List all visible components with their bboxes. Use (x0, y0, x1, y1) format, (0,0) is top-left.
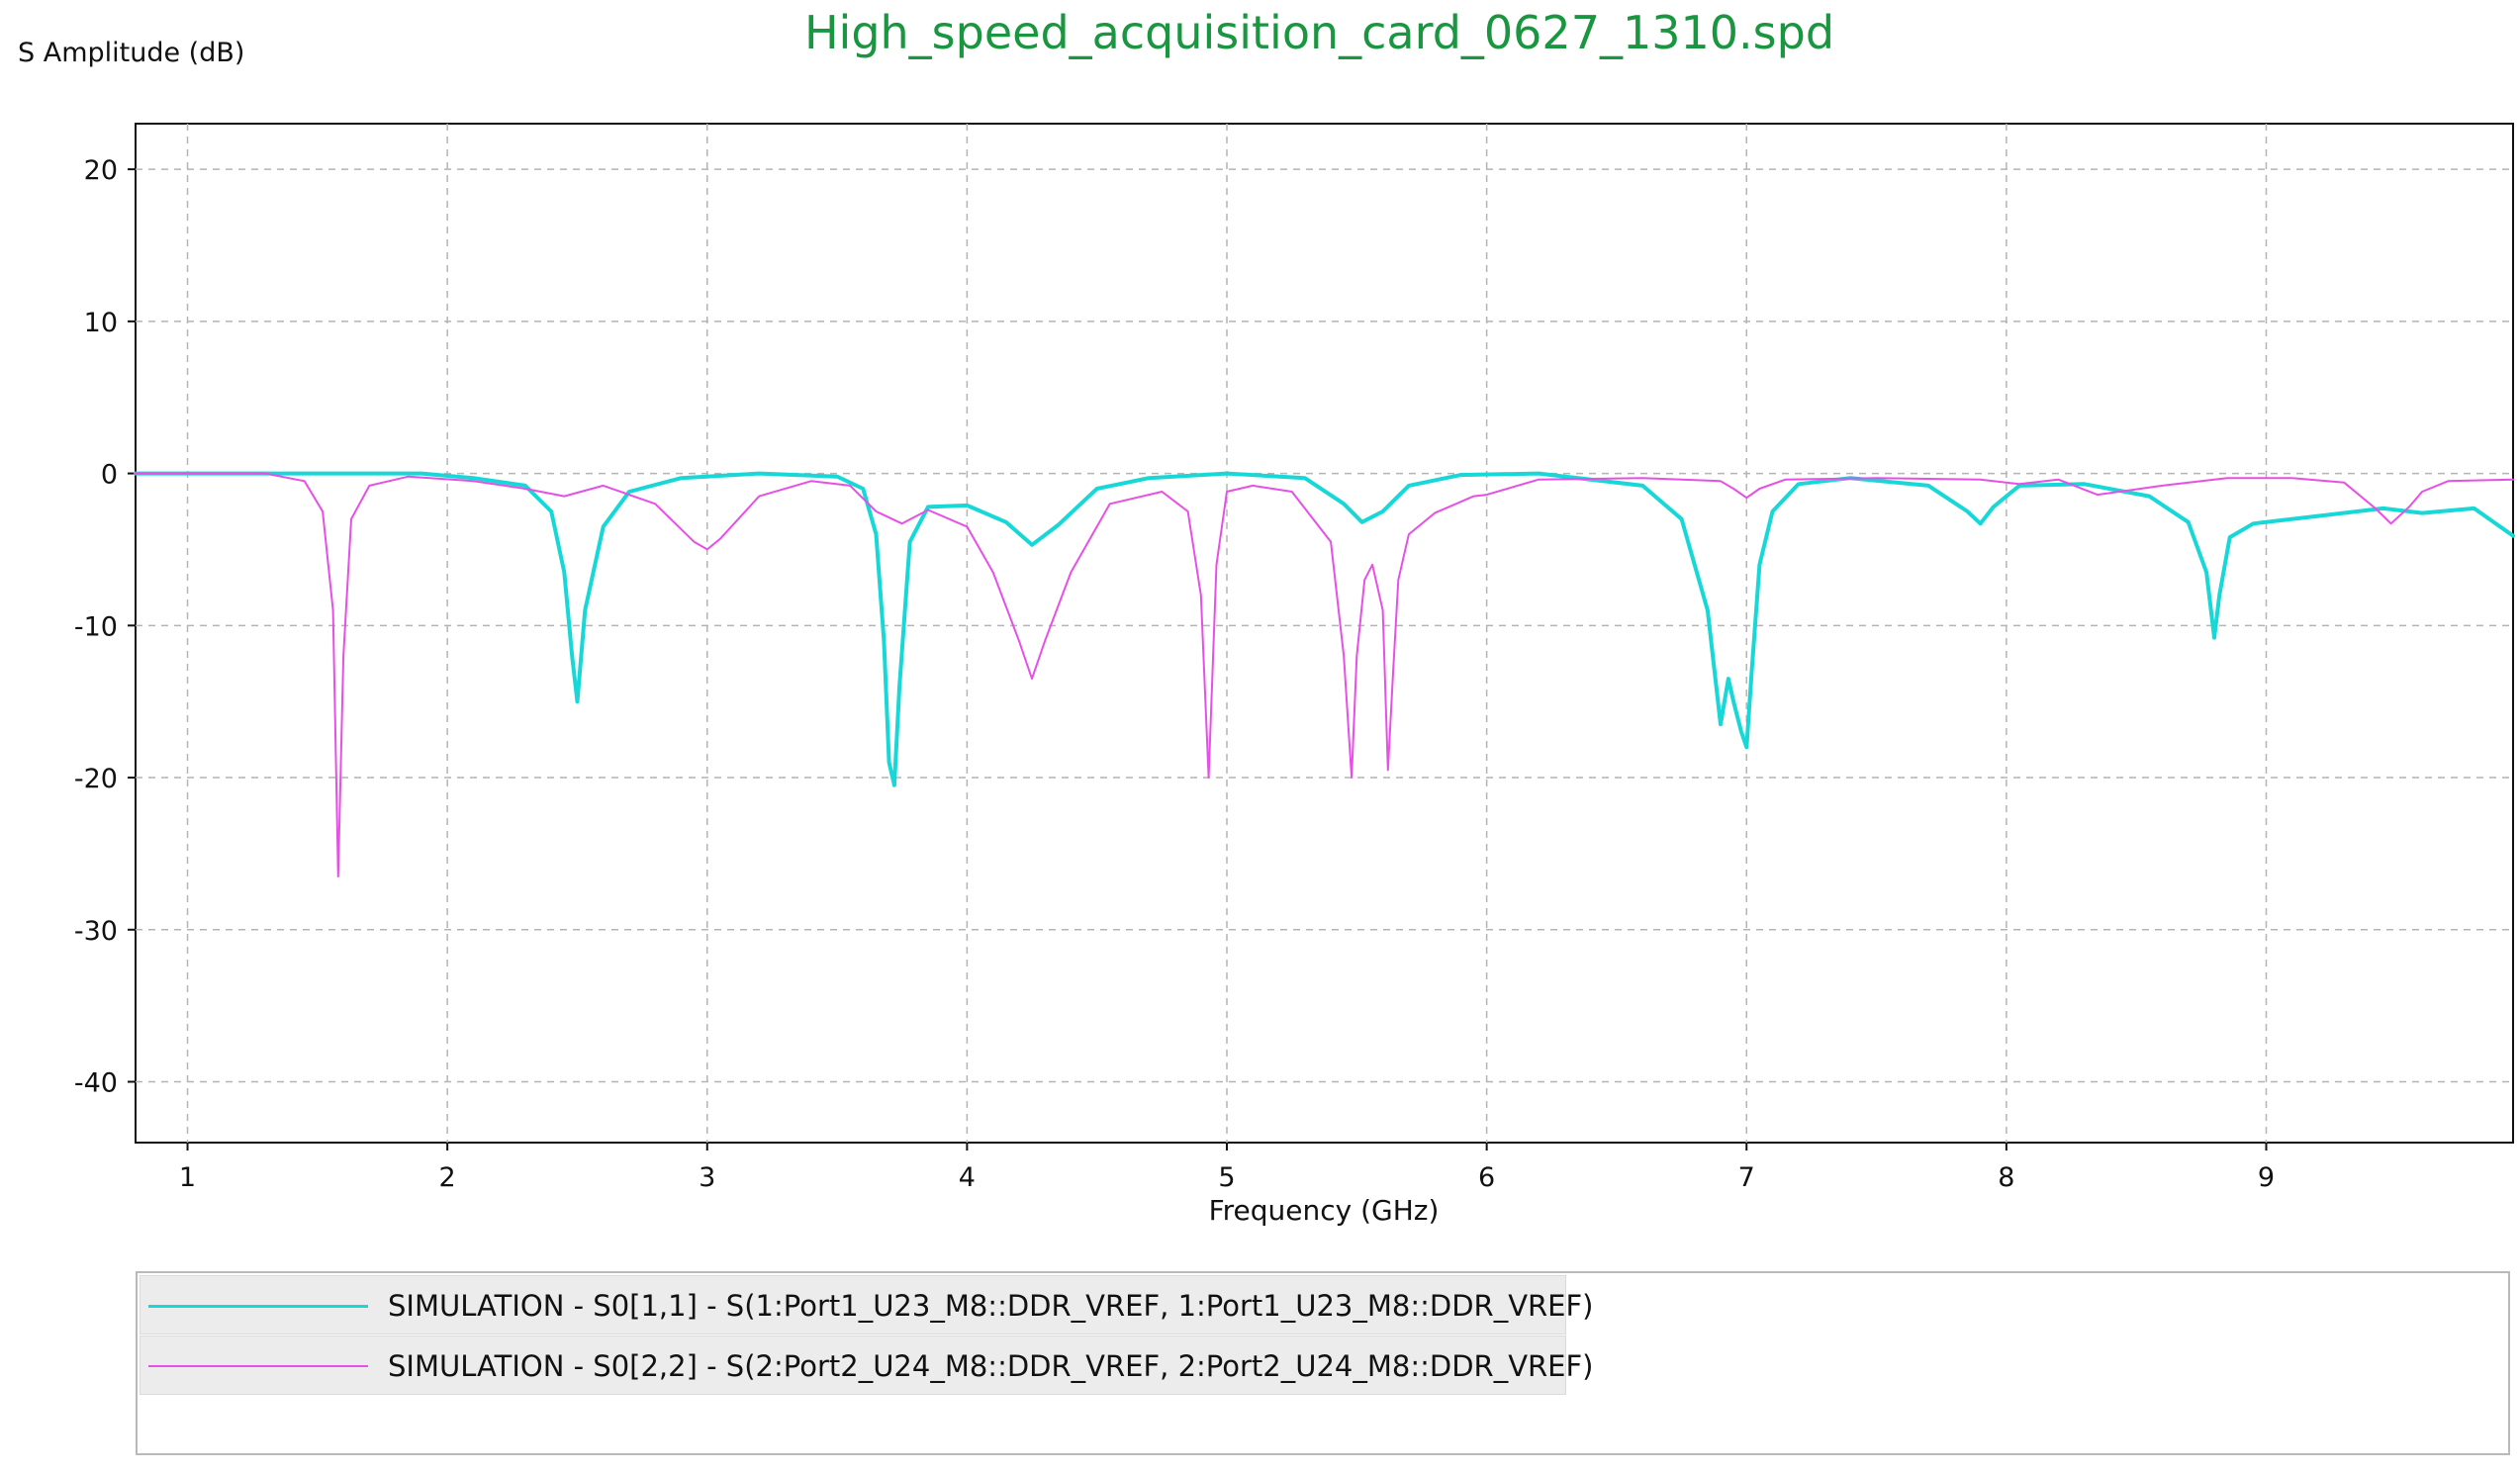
x-tick-label: 1 (179, 1162, 196, 1193)
x-tick-label: 9 (2258, 1162, 2275, 1193)
series-layer (134, 471, 2515, 877)
legend-entry[interactable]: SIMULATION - S0[1,1] - S(1:Port1_U23_M8:… (140, 1275, 1594, 1335)
axis-ticks: 1 2 3 4 5 6 7 8 9 20 10 0 -10 -20 -30 -40 (74, 155, 2275, 1193)
x-tick-label: 5 (1218, 1162, 1235, 1193)
legend: SIMULATION - S0[1,1] - S(1:Port1_U23_M8:… (136, 1271, 2510, 1455)
series-line-s11 (134, 471, 2515, 787)
y-tick-label: -30 (74, 916, 118, 947)
legend-swatch-s22 (148, 1365, 368, 1367)
legend-swatch-s11 (148, 1305, 368, 1308)
chart-title: High_speed_acquisition_card_0627_1310.sp… (803, 6, 1835, 59)
plot-area: 1 2 3 4 5 6 7 8 9 20 10 0 -10 -20 -30 -40 Frequency (GH… (74, 123, 2515, 1227)
legend-label: SIMULATION - S0[2,2] - S(2:Port2_U24_M8:… (388, 1349, 1594, 1383)
y-tick-label: 0 (101, 460, 118, 491)
grid (136, 124, 2513, 1143)
plot-frame (135, 123, 2514, 1144)
x-axis-label: Frequency (GHz) (1209, 1194, 1440, 1227)
legend-entry[interactable]: SIMULATION - S0[2,2] - S(2:Port2_U24_M8:… (140, 1336, 1594, 1395)
legend-label: SIMULATION - S0[1,1] - S(1:Port1_U23_M8:… (388, 1289, 1594, 1323)
y-tick-label: 10 (84, 308, 118, 338)
y-tick-label: -20 (74, 764, 118, 794)
y-tick-label: 20 (84, 155, 118, 186)
x-tick-label: 7 (1738, 1162, 1755, 1193)
x-tick-label: 3 (699, 1162, 715, 1193)
x-tick-label: 6 (1478, 1162, 1495, 1193)
y-tick-label: -10 (74, 611, 118, 642)
x-tick-label: 2 (439, 1162, 456, 1193)
x-tick-label: 4 (959, 1162, 976, 1193)
y-axis-label: S Amplitude (dB) (18, 38, 245, 68)
series-line-s22 (135, 472, 2514, 877)
x-tick-label: 8 (1998, 1162, 2014, 1193)
y-tick-label: -40 (74, 1068, 118, 1099)
